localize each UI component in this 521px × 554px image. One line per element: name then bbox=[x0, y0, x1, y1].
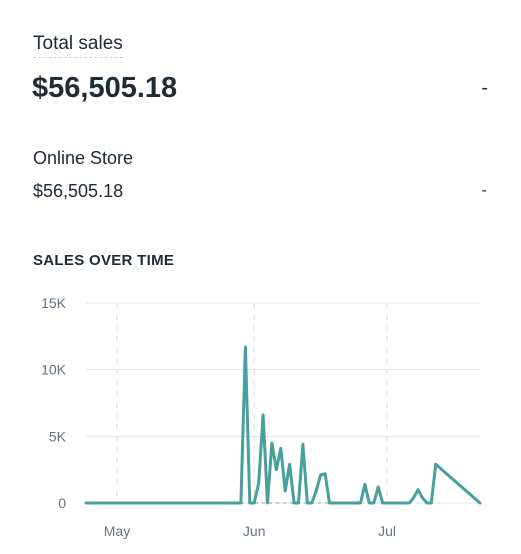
total-sales-label[interactable]: Total sales bbox=[33, 32, 123, 58]
total-sales-value: $56,505.18 bbox=[32, 72, 178, 104]
channel-name: Online Store bbox=[33, 148, 134, 168]
total-sales-change: - bbox=[481, 77, 488, 99]
channel-value: $56,505.18 bbox=[33, 181, 124, 201]
x-tick-label: Jun bbox=[243, 523, 266, 539]
x-tick-label: May bbox=[104, 523, 130, 539]
y-tick-label: 10K bbox=[41, 362, 67, 378]
y-tick-label: 5K bbox=[49, 428, 67, 444]
sales-series-line bbox=[84, 345, 482, 505]
chart-title: SALES OVER TIME bbox=[33, 252, 175, 269]
x-tick-label: Jul bbox=[378, 523, 396, 539]
channel-change: - bbox=[481, 182, 487, 199]
y-tick-label: 15K bbox=[41, 295, 67, 311]
y-tick-label: 0 bbox=[58, 495, 66, 511]
